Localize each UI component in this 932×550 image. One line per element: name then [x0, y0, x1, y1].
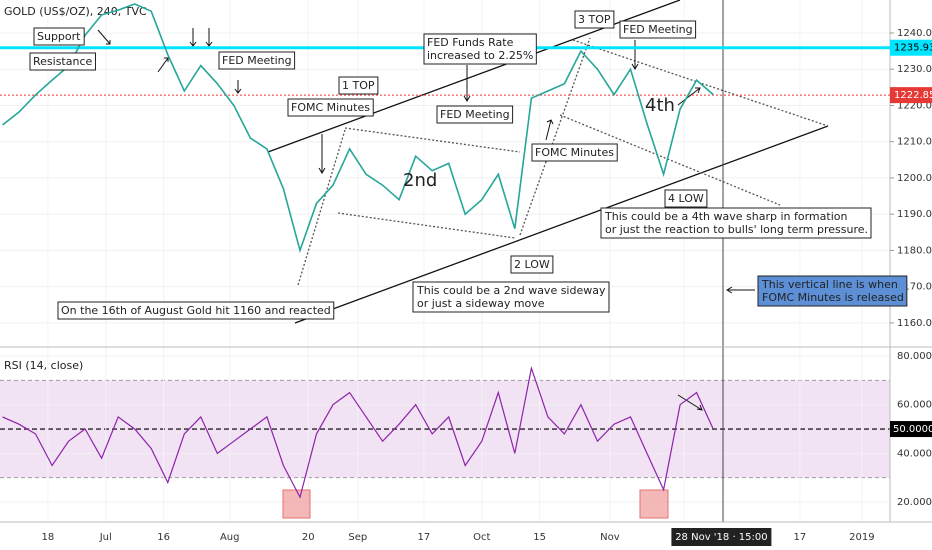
annotation-box [338, 76, 379, 95]
arrows [97, 28, 755, 411]
y-tick-label: 60.0000 [897, 400, 932, 411]
y-tick-label: 1220.00 [897, 100, 932, 111]
annotation-box [757, 275, 908, 307]
x-tick-label: 17 [794, 532, 807, 543]
annotation-box [33, 27, 85, 46]
annotation-text: FOMC Minutes [535, 146, 614, 159]
annotation: FOMC Minutes [531, 143, 618, 162]
annotation-box [29, 52, 97, 71]
annotation-text: 2 LOW [514, 258, 550, 271]
annotation-box [600, 207, 872, 239]
x-tick-label: Oct [473, 532, 490, 543]
annotation-box [423, 33, 537, 65]
x-tick-label: 2019 [849, 532, 874, 543]
price-line-series [2, 3, 714, 254]
y-tick-label: 1190.00 [897, 209, 932, 220]
annotation-box [531, 143, 618, 162]
annotation-text: increased to 2.25% [427, 49, 533, 62]
price-label: 1222.85 [894, 90, 932, 101]
annotation-text: FED Meeting [440, 108, 510, 121]
annotation-box [574, 10, 615, 29]
annotation: Support [33, 27, 85, 46]
annotation: FED Meeting [436, 105, 514, 124]
x-tick-label: Sep [348, 532, 367, 543]
annotation-box [218, 51, 296, 70]
annotation-box [57, 301, 335, 320]
annotation: 1 TOP [338, 76, 379, 95]
x-tick-label: Nov [600, 532, 620, 543]
annotation-box [664, 189, 708, 208]
x-tick-label: 16 [157, 532, 170, 543]
y-tick-label: 1160.00 [897, 318, 932, 329]
price-label-bg [890, 87, 932, 104]
annotation-text: FOMC Minutes is released [762, 291, 904, 304]
price-label-bg [890, 39, 932, 56]
annotation-text: or just the reaction to bulls' long term… [605, 223, 868, 236]
annotation: FED Meeting [218, 51, 296, 70]
y-tick-label: 1210.00 [897, 137, 932, 148]
annotation-text: FED Funds Rate [427, 36, 514, 49]
x-tick-label: Jul [99, 532, 112, 543]
rsi-highlight [639, 489, 669, 519]
annotation-text: FED Meeting [222, 54, 292, 67]
y-tick-label: 40.0000 [897, 448, 932, 459]
annotation-box [619, 20, 697, 39]
annotation: FED Meeting [619, 20, 697, 39]
annotation-text: 3 TOP [578, 13, 611, 26]
cursor-label-bg [671, 528, 772, 546]
annotation-text: 4th [645, 95, 675, 116]
annotation: 4 LOW [664, 189, 708, 208]
rsi-highlight [282, 489, 311, 519]
y-tick-label: 80.0000 [897, 351, 932, 362]
chart-title: GOLD (US$/OZ), 240, TVC [4, 5, 147, 18]
rsi-title: RSI (14, close) [4, 359, 83, 372]
y-tick-label: 1170.00 [897, 282, 932, 293]
x-tick-label: 17 [418, 532, 431, 543]
rsi-line [2, 365, 714, 499]
annotation: On the 16th of August Gold hit 1160 and … [57, 301, 335, 320]
annotation: 3 TOP [574, 10, 615, 29]
annotation: 2 LOW [510, 255, 554, 274]
y-tick-label: 1230.00 [897, 64, 932, 75]
y-tick-label: 20.0000 [897, 497, 932, 508]
annotation: Resistance [29, 52, 97, 71]
x-tick-label: Aug [220, 532, 240, 543]
annotation-box [436, 105, 514, 124]
annotation-text: 1 TOP [342, 79, 375, 92]
y-tick-label: 1180.00 [897, 245, 932, 256]
annotation-text: This could be a 2nd wave sideway [416, 284, 606, 297]
x-tick-label: 20 [302, 532, 315, 543]
y-tick-label: 1200.00 [897, 173, 932, 184]
annotation-text: 2nd [403, 170, 437, 191]
annotation: 4th [645, 95, 675, 116]
midline-label-bg [890, 421, 932, 438]
price-label: 1235.93 [894, 43, 932, 54]
annotation-text: This could be a 4th wave sharp in format… [604, 210, 847, 223]
annotation-text: Resistance [33, 55, 93, 68]
cursor-label: 28 Nov '18 · 15:00 [675, 532, 767, 543]
annotation-text: Support [37, 30, 81, 43]
midline-label: 50.0000 [893, 424, 932, 435]
annotation-text: 4 LOW [668, 192, 704, 205]
x-tick-label: 15 [533, 532, 546, 543]
x-tick-label: 18 [42, 532, 55, 543]
annotation-text: FOMC Minutes [291, 101, 370, 114]
annotation-text: On the 16th of August Gold hit 1160 and … [61, 304, 331, 317]
annotation-box [412, 281, 610, 313]
annotation-box [287, 98, 374, 117]
annotation-text: This vertical line is when [761, 278, 898, 291]
annotation: 2nd [403, 170, 437, 191]
annotation: This could be a 4th wave sharp in format… [600, 207, 872, 239]
annotation-text: or just a sideway move [417, 297, 545, 310]
y-tick-label: 1240.00 [897, 28, 932, 39]
annotation: FOMC Minutes [287, 98, 374, 117]
annotation-box [510, 255, 554, 274]
annotation-text: FED Meeting [623, 23, 693, 36]
